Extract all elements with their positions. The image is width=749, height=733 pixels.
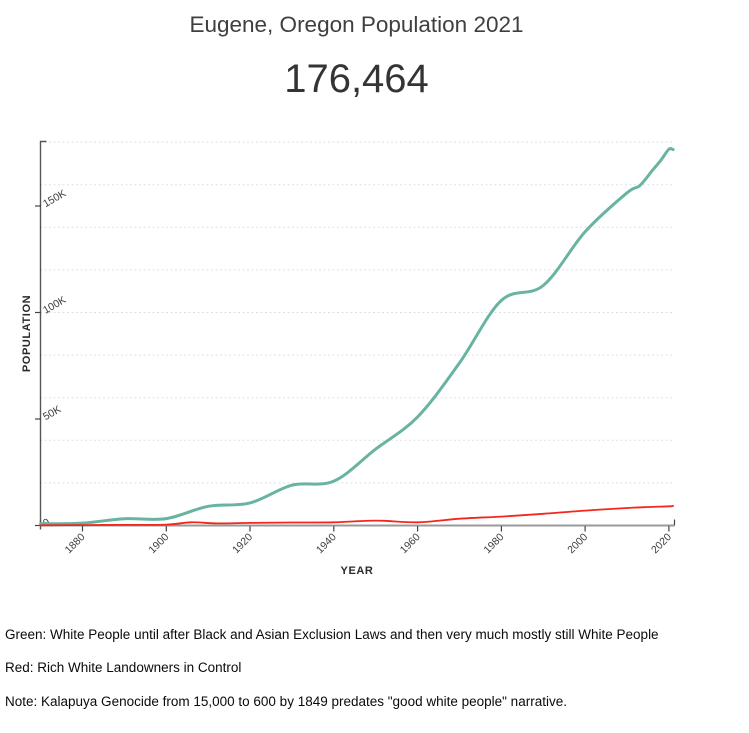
population-chart: 1880 1900 1920 1940 1960 1980 2000 2020050K100K… — [21, 140, 676, 577]
y-axis-title: POPULATION — [21, 295, 33, 372]
headline-population-value: 176,464 — [284, 57, 429, 101]
x-tick-label: 1880 — [63, 531, 88, 556]
x-tick-label: 2020 — [649, 531, 674, 556]
x-tick-label: 1920 — [230, 531, 255, 556]
y-tick-label: 150K — [41, 187, 68, 210]
x-tick-label: 1980 — [482, 531, 507, 556]
y-tick-label: 50K — [41, 403, 63, 423]
y-axis-line — [39, 140, 47, 530]
x-axis-title: YEAR — [341, 565, 374, 577]
x-tick-label: 1940 — [314, 531, 339, 556]
x-tick-label: 2000 — [565, 531, 590, 556]
series-green — [39, 147, 675, 526]
note-kalapuya: Note: Kalapuya Genocide from 15,000 to 6… — [5, 694, 567, 709]
page-title: Eugene, Oregon Population 2021 — [189, 12, 524, 37]
y-tick-label: 100K — [41, 294, 68, 317]
note-red-legend: Red: Rich White Landowners in Control — [5, 660, 242, 675]
series-red — [39, 505, 674, 527]
x-tick-label: 1900 — [146, 531, 171, 556]
x-tick-label: 1960 — [398, 531, 423, 556]
note-green-legend: Green: White People until after Black an… — [5, 627, 659, 642]
